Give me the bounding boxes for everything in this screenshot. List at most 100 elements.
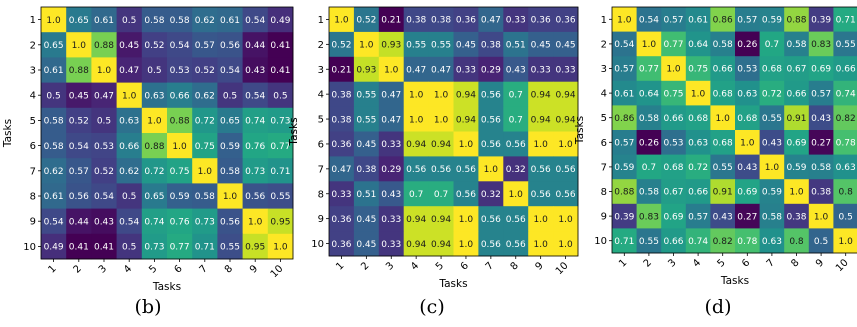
heatmap-cell <box>66 133 92 159</box>
cell-value-label: 0.55 <box>220 243 240 253</box>
cell-value-label: 0.59 <box>220 142 240 152</box>
heatmap-cell <box>478 181 504 207</box>
heatmap-cell <box>759 80 785 106</box>
cell-value-label: 0.63 <box>119 117 139 127</box>
heatmap-cell <box>192 208 218 235</box>
heatmap-cell <box>612 228 637 254</box>
cell-value-label: 1.0 <box>716 114 731 124</box>
heatmap-cell <box>636 179 662 205</box>
heatmap-cell <box>66 158 92 184</box>
cell-value-label: 0.59 <box>762 16 782 26</box>
x-tick-label: 4 <box>122 263 134 275</box>
cell-value-label: 0.94 <box>431 240 451 250</box>
cell-value-label: 1.0 <box>172 142 187 152</box>
cell-value-label: 0.5 <box>97 117 111 127</box>
cell-value-label: 0.57 <box>811 89 831 99</box>
cell-value-label: 0.5 <box>122 192 136 202</box>
heatmap-cell <box>661 105 687 131</box>
heatmap-cell <box>91 233 117 260</box>
heatmap-cell <box>784 105 810 131</box>
y-tick-label: 10 <box>311 239 324 250</box>
heatmap-cell <box>353 156 380 182</box>
heatmap-cell <box>167 107 193 134</box>
heatmap-cell <box>478 7 504 33</box>
cell-value-label: 0.36 <box>456 16 476 26</box>
cell-value-label: 0.94 <box>531 115 551 125</box>
cell-value-label: 0.8 <box>789 237 804 247</box>
heatmap-cell <box>116 7 143 33</box>
heatmap-cell <box>116 208 143 235</box>
y-tick-label: 1 <box>30 15 36 26</box>
heatmap-cell <box>661 228 687 254</box>
cell-value-label: 0.43 <box>245 66 265 76</box>
cell-value-label: 0.54 <box>69 142 89 152</box>
heatmap-cell <box>833 105 857 131</box>
heatmap-cell <box>267 107 294 134</box>
cell-value-label: 0.74 <box>144 217 164 227</box>
heatmap-cell <box>378 231 405 257</box>
heatmap-cell <box>378 206 405 232</box>
x-tick-label: 10 <box>269 263 286 280</box>
y-tick-label: 6 <box>30 141 36 152</box>
heatmap-cell <box>612 179 637 205</box>
cell-value-label: 0.7 <box>765 40 779 50</box>
heatmap-cell <box>141 133 168 159</box>
heatmap-cell <box>528 56 554 83</box>
cell-value-label: 0.55 <box>270 192 290 202</box>
cell-value-label: 1.0 <box>248 217 263 227</box>
x-tick-label: 9 <box>814 257 826 269</box>
cell-value-label: 1.0 <box>359 41 374 51</box>
x-tick-label: 5 <box>147 263 159 275</box>
cell-value-label: 0.74 <box>688 237 708 247</box>
heatmap-cell <box>428 181 454 207</box>
heatmap-cell <box>784 80 810 106</box>
cell-value-label: 0.67 <box>786 65 806 75</box>
cell-value-label: 0.56 <box>456 190 476 200</box>
heatmap-cell <box>710 7 736 32</box>
heatmap-cell <box>453 231 479 257</box>
cell-value-label: 0.72 <box>144 167 164 177</box>
heatmap-cell <box>267 32 294 58</box>
cell-value-label: 0.7 <box>434 190 448 200</box>
heatmap-cell <box>685 154 711 180</box>
cell-value-label: 0.94 <box>406 240 426 250</box>
heatmap-cell <box>91 82 117 109</box>
cell-value-label: 0.86 <box>713 16 733 26</box>
x-tick-label: 2 <box>72 263 84 275</box>
heatmap-cell <box>735 154 760 180</box>
heatmap-cell <box>116 133 143 159</box>
heatmap-cell <box>503 31 529 58</box>
heatmap-cell <box>167 32 193 58</box>
cell-value-label: 0.47 <box>481 16 501 26</box>
cell-value-label: 0.65 <box>144 192 164 202</box>
heatmap-cell <box>353 206 380 232</box>
cell-value-label: 0.86 <box>614 114 634 124</box>
heatmap-cell <box>329 81 355 107</box>
heatmap-cell <box>192 158 218 184</box>
cell-value-label: 0.52 <box>356 16 376 26</box>
y-tick-label: 3 <box>318 65 324 76</box>
cell-value-label: 0.43 <box>737 163 757 173</box>
heatmap-cell <box>528 7 554 33</box>
heatmap-chart-d: 1.0 0.54 0.57 0.61 0.86 0.57 0.59 0.88 0.39 0.710… <box>574 6 857 287</box>
heatmap-cell <box>553 206 579 232</box>
x-tick-label: 5 <box>434 260 446 272</box>
heatmap-cell <box>612 203 637 229</box>
cell-value-label: 0.73 <box>270 117 290 127</box>
heatmap-cell <box>267 183 294 209</box>
cell-value-label: 0.54 <box>119 217 139 227</box>
cell-value-label: 0.63 <box>836 163 856 173</box>
heatmap-cell <box>478 106 504 132</box>
heatmap-cell <box>833 228 857 254</box>
heatmap-cell <box>41 133 67 159</box>
cell-value-label: 0.27 <box>811 139 831 149</box>
heatmap-cell <box>661 80 687 106</box>
heatmap-cell <box>710 154 736 180</box>
cell-value-label: 0.45 <box>531 41 551 51</box>
heatmap-cell <box>141 183 168 209</box>
heatmap-cell <box>378 31 405 58</box>
heatmap-cell <box>503 81 529 107</box>
heatmap-cell <box>808 154 834 180</box>
cell-value-label: 0.77 <box>663 40 683 50</box>
cell-value-label: 0.47 <box>381 90 401 100</box>
